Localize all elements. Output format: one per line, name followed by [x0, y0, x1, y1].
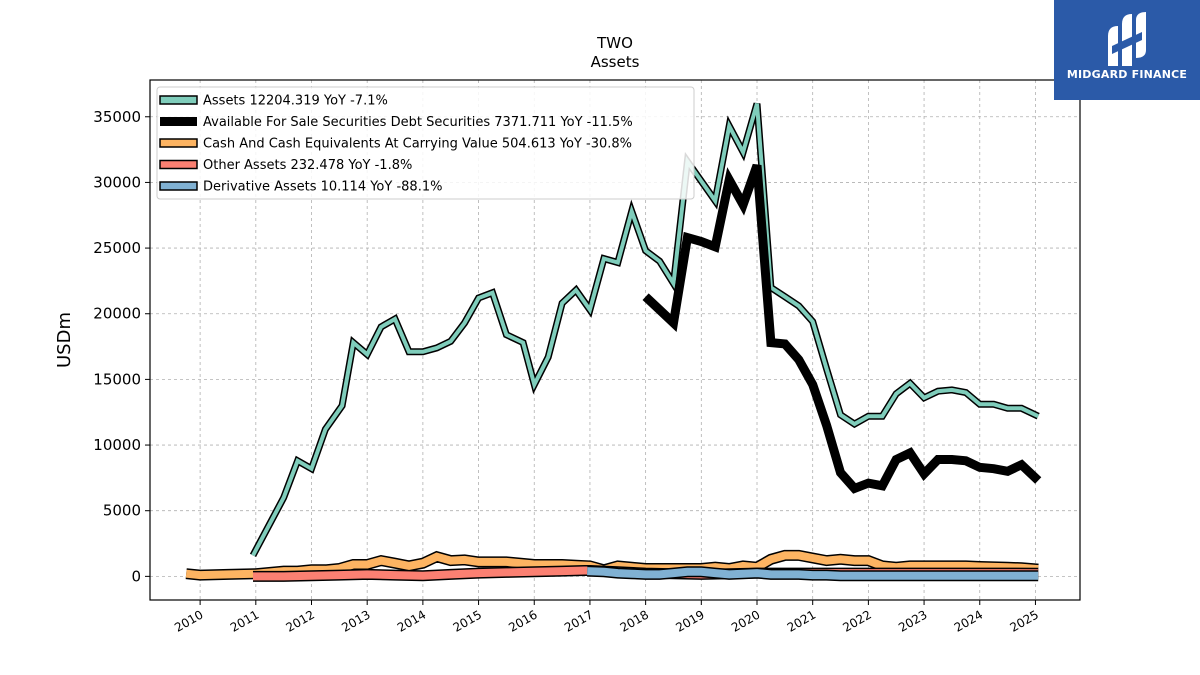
legend-label: Other Assets 232.478 YoY -1.8%	[203, 158, 412, 173]
x-tick-label: 2011	[228, 607, 261, 634]
x-axis-ticks: 2010 2011 2012 2013 2014 2015 2016 2017 2018 2019…	[172, 600, 1041, 635]
legend-label: Cash And Cash Equivalents At Carrying Va…	[203, 137, 632, 152]
series-1	[646, 165, 1039, 488]
legend-item: Cash And Cash Equivalents At Carrying Va…	[160, 137, 632, 152]
x-tick-label: 2018	[618, 607, 651, 634]
y-tick-label: 20000	[93, 305, 141, 323]
legend-label: Available For Sale Securities Debt Secur…	[203, 115, 633, 130]
y-tick-label: 30000	[93, 173, 141, 191]
legend-item: Available For Sale Securities Debt Secur…	[160, 115, 633, 130]
chart: TWO Assets 0 5000 10000 15000 20000 25000 3000…	[0, 0, 1200, 675]
series-4	[587, 571, 1038, 576]
x-tick-label: 2025	[1007, 607, 1040, 634]
x-tick-label: 2014	[395, 607, 428, 634]
y-axis-ticks: 0 5000 10000 15000 20000 25000 30000 35000	[93, 108, 150, 586]
legend-swatch	[160, 139, 197, 147]
logo-text: MIDGARD FINANCE	[1054, 68, 1200, 81]
x-tick-label: 2013	[339, 607, 372, 634]
x-tick-label: 2020	[729, 607, 762, 634]
y-tick-label: 0	[131, 567, 141, 585]
x-tick-label: 2016	[506, 607, 539, 634]
legend: Assets 12204.319 YoY -7.1% Available For …	[157, 87, 694, 199]
legend-label: Derivative Assets 10.114 YoY -88.1%	[203, 180, 442, 195]
y-tick-label: 15000	[93, 370, 141, 388]
y-tick-label: 35000	[93, 108, 141, 126]
logo-mark-icon	[1104, 10, 1150, 68]
chart-title: TWO	[596, 34, 633, 52]
x-tick-label: 2024	[952, 607, 985, 634]
chart-subtitle: Assets	[591, 53, 640, 71]
legend-swatch	[160, 161, 197, 169]
legend-swatch	[160, 182, 197, 190]
x-tick-label: 2012	[284, 607, 317, 634]
legend-label: Assets 12204.319 YoY -7.1%	[203, 94, 388, 109]
x-tick-label: 2019	[673, 607, 706, 634]
y-tick-label: 10000	[93, 436, 141, 454]
x-tick-label: 2015	[451, 607, 484, 634]
legend-swatch	[160, 117, 197, 126]
series-band	[587, 571, 1038, 576]
y-tick-label: 5000	[103, 502, 141, 520]
x-tick-label: 2023	[896, 607, 929, 634]
x-tick-label: 2017	[562, 607, 595, 634]
series-line	[646, 165, 1039, 488]
y-axis-label: USDm	[54, 312, 75, 368]
legend-item: Derivative Assets 10.114 YoY -88.1%	[160, 180, 442, 195]
legend-swatch	[160, 96, 197, 104]
x-tick-label: 2021	[785, 607, 818, 634]
y-tick-label: 25000	[93, 239, 141, 257]
x-tick-label: 2010	[172, 607, 205, 634]
midgard-finance-logo: MIDGARD FINANCE	[1054, 0, 1200, 100]
x-tick-label: 2022	[840, 607, 873, 634]
